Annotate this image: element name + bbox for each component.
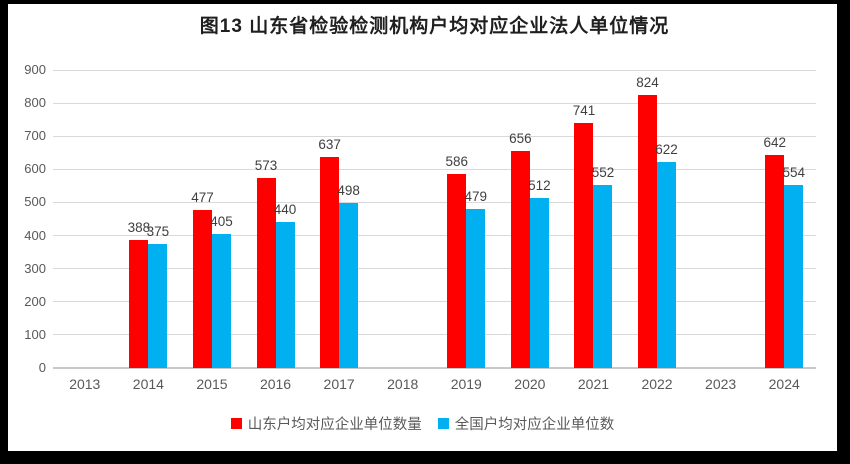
value-label-shandong-2015: 477	[191, 190, 214, 206]
value-label-shandong-2017: 637	[318, 137, 341, 153]
value-label-shandong-2022: 824	[636, 75, 659, 91]
value-label-shandong-2016: 573	[254, 158, 278, 174]
bar-national-2019	[466, 209, 486, 368]
legend-item-shandong: 山东户均对应企业单位数量	[230, 413, 422, 434]
legend-label-national: 全国户均对应企业单位数	[454, 417, 615, 433]
value-label-national-2015: 405	[210, 213, 233, 229]
y-axis-label-600: 600	[24, 161, 46, 177]
x-axis-line	[53, 367, 816, 369]
x-axis-label-2017: 2017	[323, 376, 355, 392]
x-axis-label-2022: 2022	[641, 376, 673, 392]
value-label-national-2022: 622	[655, 142, 678, 158]
y-axis-label-500: 500	[24, 194, 46, 210]
bar-shandong-2020	[510, 150, 530, 368]
value-label-national-2021: 552	[591, 165, 615, 181]
bar-national-2020	[529, 198, 549, 368]
bar-national-2017	[339, 203, 359, 368]
value-label-national-2024: 554	[782, 164, 805, 180]
bar-national-2016	[275, 222, 295, 368]
bar-national-2021	[593, 185, 613, 368]
bar-national-2015	[211, 233, 231, 368]
bar-shandong-2024	[765, 155, 785, 368]
value-label-shandong-2024: 642	[763, 135, 786, 151]
bar-shandong-2021	[574, 122, 594, 368]
x-axis-label-2023: 2023	[705, 376, 737, 392]
value-label-shandong-2021: 741	[572, 102, 596, 118]
legend-swatch-shandong	[230, 418, 242, 429]
gridline-800	[53, 102, 816, 104]
gridline-900	[53, 69, 816, 71]
bar-shandong-2022	[638, 95, 658, 368]
bar-national-2024	[784, 184, 804, 368]
x-axis-label-2018: 2018	[387, 376, 419, 392]
x-axis-label-2021: 2021	[577, 376, 610, 392]
y-axis-label-700: 700	[24, 128, 46, 144]
value-label-national-2017: 498	[337, 183, 360, 199]
gridline-400	[53, 235, 816, 237]
x-axis-label-2015: 2015	[196, 376, 228, 392]
gridline-500	[53, 201, 816, 203]
legend-item-national: 全国户均对应企业单位数	[437, 413, 615, 434]
legend-swatch-national	[437, 418, 449, 429]
gridline-100	[53, 334, 816, 336]
y-axis-label-400: 400	[24, 227, 46, 243]
chart-canvas: 图13 山东省检验检测机构户均对应企业法人单位情况 0 100 200 300 400 5…	[8, 4, 837, 451]
bar-shandong-2014	[129, 239, 149, 368]
gridline-200	[53, 301, 816, 303]
x-axis-label-2014: 2014	[132, 376, 164, 392]
value-label-national-2014: 375	[146, 223, 170, 239]
value-label-national-2019: 479	[464, 189, 488, 205]
gridline-300	[53, 268, 816, 270]
bar-shandong-2016	[256, 178, 276, 368]
value-label-shandong-2014: 388	[127, 219, 151, 235]
y-axis-label-900: 900	[24, 62, 46, 77]
value-label-shandong-2020: 656	[509, 130, 532, 146]
bar-national-2014	[148, 243, 168, 368]
gridline-600	[53, 168, 816, 170]
bar-national-2022	[657, 162, 677, 368]
bar-shandong-2019	[447, 173, 467, 368]
x-axis-label-2013: 2013	[69, 376, 101, 392]
y-axis-label-200: 200	[24, 293, 46, 309]
bar-shandong-2015	[192, 210, 212, 368]
value-label-national-2016: 440	[273, 202, 297, 218]
bar-shandong-2017	[320, 157, 340, 368]
plot-area: 0 100 200 300 400 500 600 700 800 900 2013 388 375 20…	[8, 4, 837, 451]
chart-legend: 山东户均对应企业单位数量 全国户均对应企业单位数	[8, 413, 837, 434]
value-label-national-2020: 512	[528, 178, 551, 194]
y-axis-label-100: 100	[24, 326, 46, 342]
y-axis-label-300: 300	[24, 260, 46, 276]
gridline-700	[53, 135, 816, 137]
y-axis-label-800: 800	[24, 95, 46, 111]
x-axis-label-2016: 2016	[259, 376, 292, 392]
legend-label-shandong: 山东户均对应企业单位数量	[247, 417, 422, 433]
x-axis-label-2020: 2020	[514, 376, 546, 392]
value-label-shandong-2019: 586	[445, 153, 469, 169]
x-axis-label-2024: 2024	[768, 376, 800, 392]
chart-title: 图13 山东省检验检测机构户均对应企业法人单位情况	[199, 16, 670, 37]
y-axis-label-0: 0	[38, 360, 46, 375]
x-axis-label-2019: 2019	[450, 376, 482, 392]
